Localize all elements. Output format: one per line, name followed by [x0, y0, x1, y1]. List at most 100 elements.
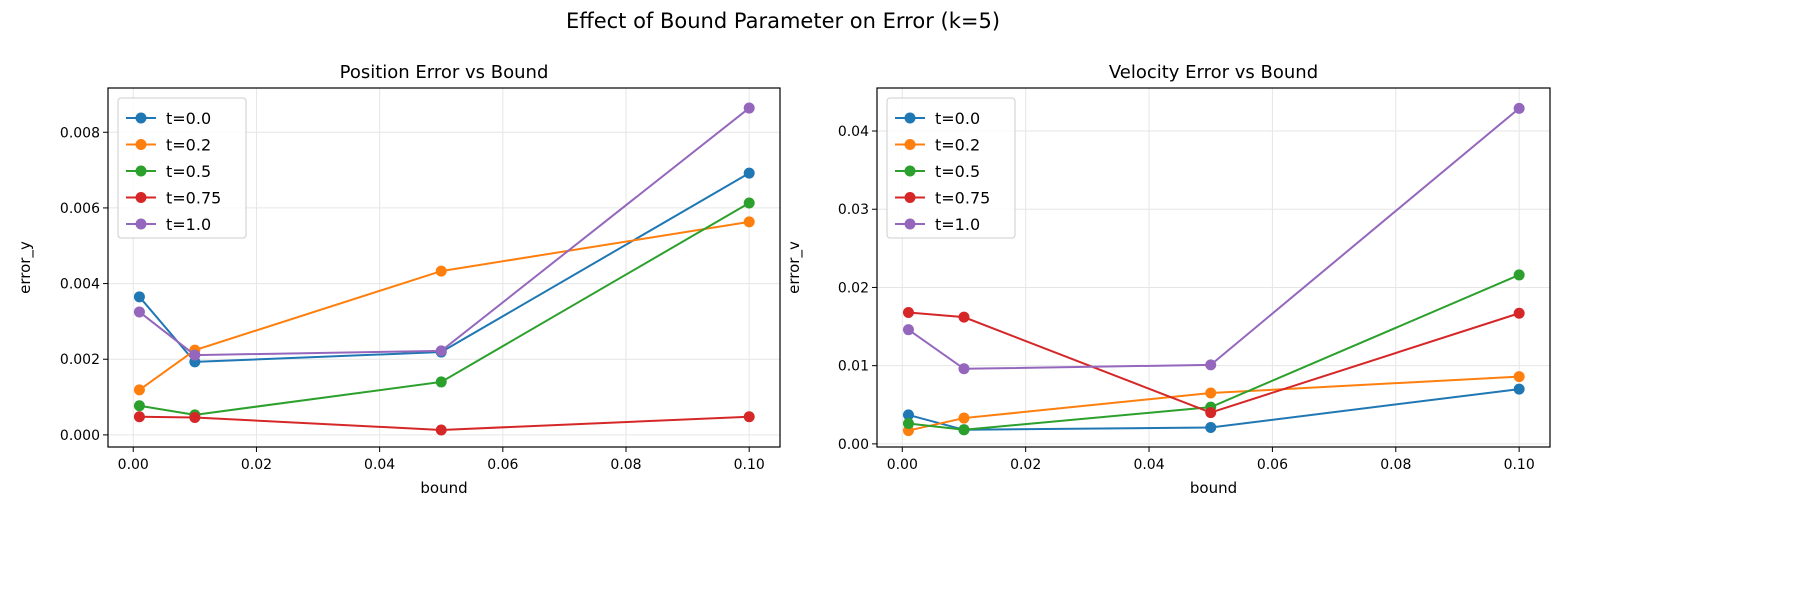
y-tick-label: 0.04: [838, 124, 869, 140]
series-line: [908, 311, 1520, 414]
series-t-0-75: [133, 411, 755, 436]
x-tick-label: 0.04: [1133, 457, 1164, 473]
x-tick-label: 0.02: [241, 457, 272, 473]
data-point: [743, 216, 755, 228]
series-t-1-0: [133, 102, 755, 361]
data-point: [1513, 269, 1525, 281]
y-tick-label: 0.03: [838, 202, 869, 218]
series-line: [908, 388, 1520, 431]
x-tick-label: 0.06: [1257, 457, 1288, 473]
series-line: [139, 415, 750, 431]
series-line: [138, 220, 750, 391]
legend: t=0.0 t=0.2 t=0.5 t=0.75 t=1.0: [117, 97, 247, 239]
data-point: [902, 306, 914, 318]
subplot-title: Position Error vs Bound: [340, 62, 549, 83]
legend-label: t=0.5: [935, 162, 980, 181]
subplot-1: 0.00 0.02 0.04 0.06 0.08 0.10 0.000 0.002 0.004 0…: [16, 62, 781, 497]
series-line: [908, 274, 1520, 431]
x-tick-label: 0.00: [887, 457, 918, 473]
data-point: [1513, 102, 1525, 114]
series-t-0-5: [133, 197, 755, 421]
figure-title: Effect of Bound Parameter on Error (k=5): [566, 9, 1000, 33]
legend-label: t=0.2: [935, 136, 980, 155]
data-point: [958, 311, 970, 323]
data-point: [435, 424, 447, 436]
data-point: [133, 400, 145, 412]
legend: t=0.0 t=0.2 t=0.5 t=0.75 t=1.0: [886, 97, 1016, 239]
legend-marker: [904, 112, 916, 124]
axes-frame: [876, 87, 1551, 448]
series-t-1-0: [902, 102, 1525, 375]
subplot-title: Velocity Error vs Bound: [1109, 62, 1318, 83]
legend-label: t=0.75: [935, 189, 990, 208]
legend-label: t=0.5: [166, 162, 211, 181]
data-point: [133, 384, 145, 396]
x-tick-label: 0.08: [1380, 457, 1411, 473]
axes-frame: [107, 87, 781, 448]
data-point: [902, 418, 914, 430]
legend-marker: [135, 165, 147, 177]
legend-label: t=1.0: [935, 215, 980, 234]
data-point: [1513, 383, 1525, 395]
legend-box: [117, 97, 247, 239]
data-point: [1205, 387, 1217, 399]
y-tick-label: 0.01: [838, 359, 869, 375]
y-tick-label: 0.02: [838, 280, 869, 296]
y-tick-label: 0.00: [838, 437, 869, 453]
data-point: [133, 291, 145, 303]
data-point: [189, 411, 201, 423]
data-point: [1205, 421, 1217, 433]
series-t-0-5: [902, 269, 1525, 436]
y-axis-label: error_y: [16, 241, 35, 294]
data-point: [743, 102, 755, 114]
data-point: [133, 411, 145, 423]
data-point: [435, 345, 447, 357]
x-axis-label: bound: [420, 479, 467, 497]
data-point: [958, 424, 970, 436]
legend-marker: [904, 139, 916, 150]
x-tick-label: 0.02: [1010, 457, 1041, 473]
data-point: [435, 265, 447, 277]
y-tick-label: 0.008: [60, 125, 100, 141]
legend-label: t=0.75: [166, 189, 221, 208]
legend-marker: [135, 139, 147, 150]
series-t-0-75: [902, 306, 1525, 419]
legend-marker: [135, 218, 147, 230]
data-point: [1513, 307, 1525, 319]
x-axis-label: bound: [1190, 479, 1237, 497]
subplot-2: 0.00 0.02 0.04 0.06 0.08 0.10 0.00 0.01 0.02 0.03…: [785, 62, 1551, 497]
series-line: [908, 375, 1520, 432]
data-point: [1513, 371, 1525, 383]
y-axis-label: error_v: [785, 241, 804, 294]
data-point: [435, 376, 447, 388]
y-tick-label: 0.000: [60, 428, 100, 444]
series-t-0-2: [133, 216, 755, 396]
data-point: [902, 324, 914, 336]
legend-box: [886, 97, 1016, 239]
series-line: [139, 202, 750, 416]
series-line: [138, 172, 750, 363]
y-tick-label: 0.004: [60, 277, 100, 293]
legend-marker: [904, 192, 916, 203]
legend-marker: [904, 165, 916, 177]
data-point: [189, 349, 201, 361]
data-point: [958, 412, 970, 424]
data-point: [743, 197, 755, 209]
legend-label: t=0.0: [166, 109, 211, 128]
x-tick-label: 0.04: [364, 457, 395, 473]
y-tick-label: 0.006: [60, 201, 100, 217]
legend-marker: [135, 192, 147, 203]
legend-marker: [135, 112, 147, 124]
data-point: [133, 306, 145, 318]
data-point: [1205, 407, 1217, 419]
x-tick-label: 0.10: [1504, 457, 1535, 473]
data-point: [743, 167, 755, 179]
legend-marker: [904, 218, 916, 230]
x-tick-label: 0.10: [734, 457, 765, 473]
legend-label: t=0.2: [166, 136, 211, 155]
x-tick-label: 0.00: [118, 457, 149, 473]
x-tick-label: 0.06: [487, 457, 518, 473]
series-line: [907, 107, 1520, 370]
data-point: [902, 409, 914, 421]
